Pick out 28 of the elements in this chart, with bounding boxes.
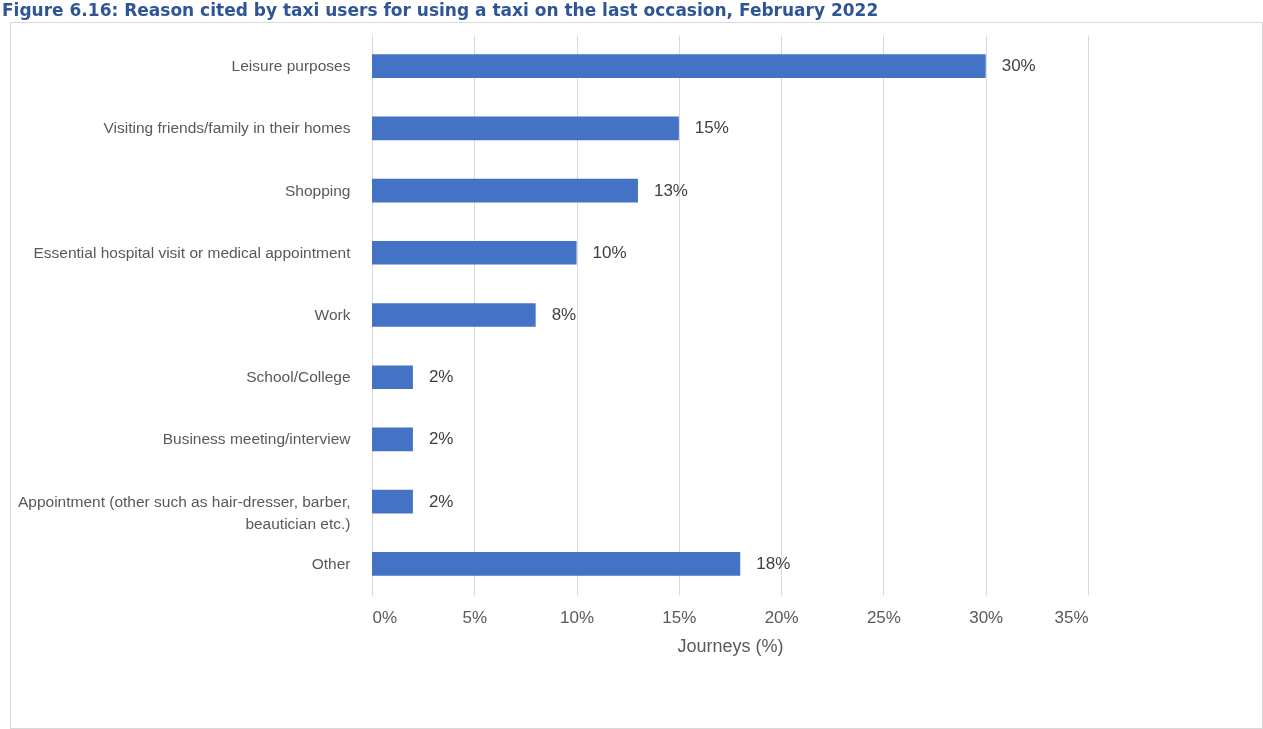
x-tick-label: 25% [866,607,901,627]
y-tick-label: Essential hospital visit or medical appointment [33,243,352,261]
y-tick-label: Leisure purposes [231,57,351,75]
y-tick-label: Appointment (other such as hair-dresser, barber, beautician etc.) [17,492,351,532]
x-tick-label: 30% [969,607,1004,627]
x-tick-label: 0% [372,607,398,627]
y-tick-label: Work [314,306,351,323]
y-tick-label: Business meeting/interview [162,430,352,448]
data-label: 8% [551,305,577,324]
data-label: 18% [756,553,791,573]
data-label: 30% [1001,56,1036,76]
y-tick-label: School/College [246,368,351,386]
data-label: 10% [592,242,627,262]
x-tick-label: 15% [662,607,697,627]
chart-title: Figure 6.16: Reason cited by taxi users for using a taxi on the last occasion, February 2022 [2,0,879,20]
data-label: 2% [428,429,454,449]
x-tick-label: 20% [764,607,799,627]
x-axis-title: Journeys (%) [677,635,784,656]
data-label: 13% [653,180,688,200]
x-tick-label: 10% [560,607,595,627]
x-tick-label: 35% [1054,607,1089,627]
x-tick-label: 5% [462,607,488,627]
data-label: 2% [428,491,454,511]
y-tick-label: Other [311,554,351,572]
y-tick-label: Visiting friends/family in their homes [103,119,351,137]
y-tick-label: Shopping [284,181,351,199]
data-label: 2% [428,367,454,387]
data-label: 15% [694,118,729,138]
